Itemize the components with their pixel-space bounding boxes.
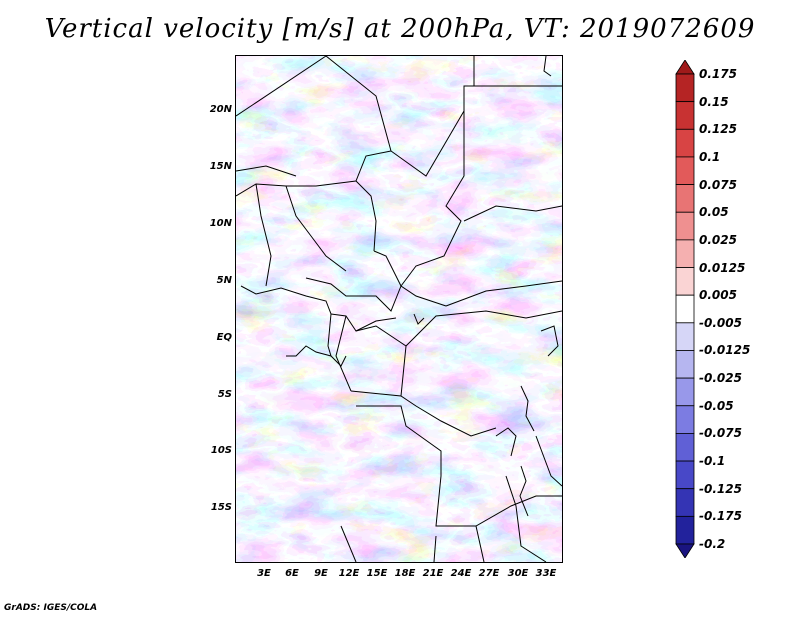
colorbar-label: 0.1 [699,149,721,164]
colorbar [675,60,695,558]
colorbar-label: -0.005 [699,315,742,330]
lon-label-12e: 12E [338,568,360,579]
colorbar-label: 0.175 [699,67,737,81]
lon-label-3e: 3E [257,568,271,579]
colorbar-label: -0.2 [699,537,726,551]
colorbar-swatch [675,211,695,241]
lon-label-21e: 21E [422,568,444,579]
lat-label-20n: 20N [209,104,232,115]
lat-label-eq: EQ [216,332,232,343]
colorbar-swatch [675,350,695,379]
colorbar-label: -0.125 [699,481,742,496]
colorbar-swatch [675,184,695,213]
vertical-velocity-field [236,56,562,562]
lat-label-15s: 15S [210,502,232,513]
lon-label-24e: 24E [450,568,472,579]
colorbar-label: 0.15 [699,94,729,109]
lon-label-27e: 27E [478,568,500,579]
colorbar-label: 0.0125 [699,260,746,275]
colorbar-swatch [675,433,695,462]
colorbar-swatch [675,543,695,558]
colorbar-swatch [675,267,695,296]
colorbar-swatch [675,377,695,407]
colorbar-label: 0.075 [699,177,737,192]
colorbar-swatch [675,128,695,158]
colorbar-label: -0.025 [699,371,742,386]
lon-label-30e: 30E [507,568,529,579]
lon-label-33e: 33E [535,568,557,579]
lat-label-10s: 10S [210,445,232,456]
colorbar-label: -0.1 [699,454,726,469]
lon-label-9e: 9E [314,568,328,579]
colorbar-swatch [675,239,695,268]
colorbar-label: 0.005 [699,288,737,303]
colorbar-swatch [675,294,695,324]
colorbar-label: 0.05 [699,205,729,220]
colorbar-swatch [675,460,695,490]
colorbar-swatch [675,156,695,185]
colorbar-swatch [675,322,695,351]
lon-label-6e: 6E [285,568,299,579]
map-title: Vertical velocity [m/s] at 200hPa, VT: 2… [44,14,756,44]
field-shading [236,56,562,562]
lon-label-15e: 15E [366,568,388,579]
grads-credit: GrADS: IGES/COLA [4,603,98,613]
lat-label-5s: 5S [217,389,232,400]
colorbar-swatch [675,405,695,434]
colorbar-swatch [675,60,695,75]
colorbar-label: -0.175 [699,509,742,524]
colorbar-label: -0.05 [699,398,734,413]
lon-label-18e: 18E [394,568,416,579]
colorbar-swatch [675,101,695,130]
colorbar-swatches [675,60,695,558]
colorbar-swatch [675,488,695,517]
colorbar-label: -0.075 [699,426,742,441]
lat-label-10n: 10N [209,218,232,229]
colorbar-label: 0.125 [699,122,737,137]
colorbar-swatch [675,515,695,545]
lat-label-5n: 5N [216,275,232,286]
colorbar-label: 0.025 [699,232,737,247]
country-borders [236,56,562,562]
lat-label-15n: 15N [209,161,232,172]
colorbar-swatch [675,73,695,103]
colorbar-label: -0.0125 [699,343,751,358]
map-panel [235,55,563,563]
